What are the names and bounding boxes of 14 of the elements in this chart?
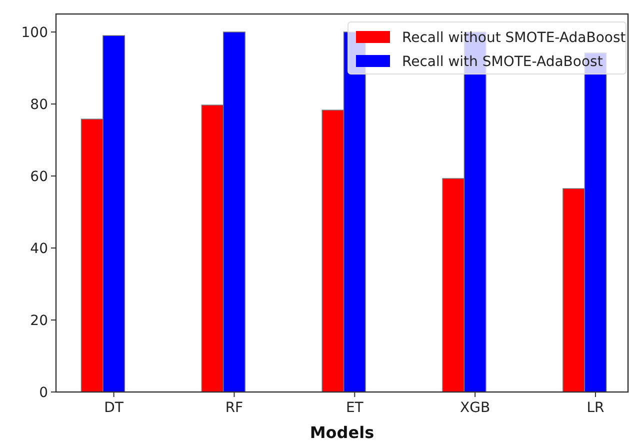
legend-label: Recall with SMOTE-AdaBoost bbox=[402, 54, 604, 70]
y-tick-label: 80 bbox=[30, 96, 48, 113]
y-tick-label: 60 bbox=[30, 168, 48, 185]
x-tick-label: XGB bbox=[460, 400, 490, 416]
x-tick-label: LR bbox=[586, 400, 605, 416]
x-tick-label: ET bbox=[346, 400, 364, 416]
x-axis-title: Models bbox=[310, 423, 374, 442]
x-tick-label: RF bbox=[225, 400, 244, 416]
x-tick-label: DT bbox=[104, 400, 124, 416]
y-tick-label: 0 bbox=[39, 384, 48, 401]
y-tick-label: 40 bbox=[30, 240, 48, 257]
y-tick-label: 100 bbox=[21, 24, 48, 41]
y-tick-label: 20 bbox=[30, 312, 48, 329]
legend-label: Recall without SMOTE-AdaBoost bbox=[402, 30, 626, 46]
